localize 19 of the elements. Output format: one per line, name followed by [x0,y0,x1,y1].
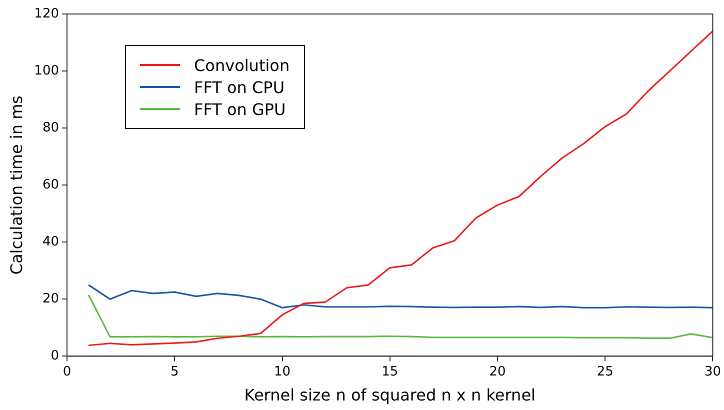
y-tick-label: 120 [34,6,60,22]
y-tick-label: 80 [42,120,60,136]
y-tick-label: 100 [34,63,60,78]
y-tick-label: 20 [42,292,60,307]
y-tick-label: 60 [42,177,60,192]
x-tick-label: 10 [274,364,291,380]
x-axis-title: Kernel size n of squared n x n kernel [244,386,536,405]
x-tick-label: 5 [170,364,179,380]
legend-label: FFT on GPU [194,100,286,118]
x-tick-label: 25 [596,364,614,380]
x-tick-label: 30 [704,364,721,380]
x-tick-label: 20 [489,364,506,380]
legend-label: Convolution [194,56,290,74]
legend-label: FFT on CPU [194,78,285,96]
x-tick-label: 0 [62,364,72,380]
x-tick-label: 15 [382,364,398,380]
y-axis-title: Calculation time in ms [6,96,26,275]
y-tick-label: 40 [42,234,60,250]
y-tick-label: 0 [50,348,60,364]
